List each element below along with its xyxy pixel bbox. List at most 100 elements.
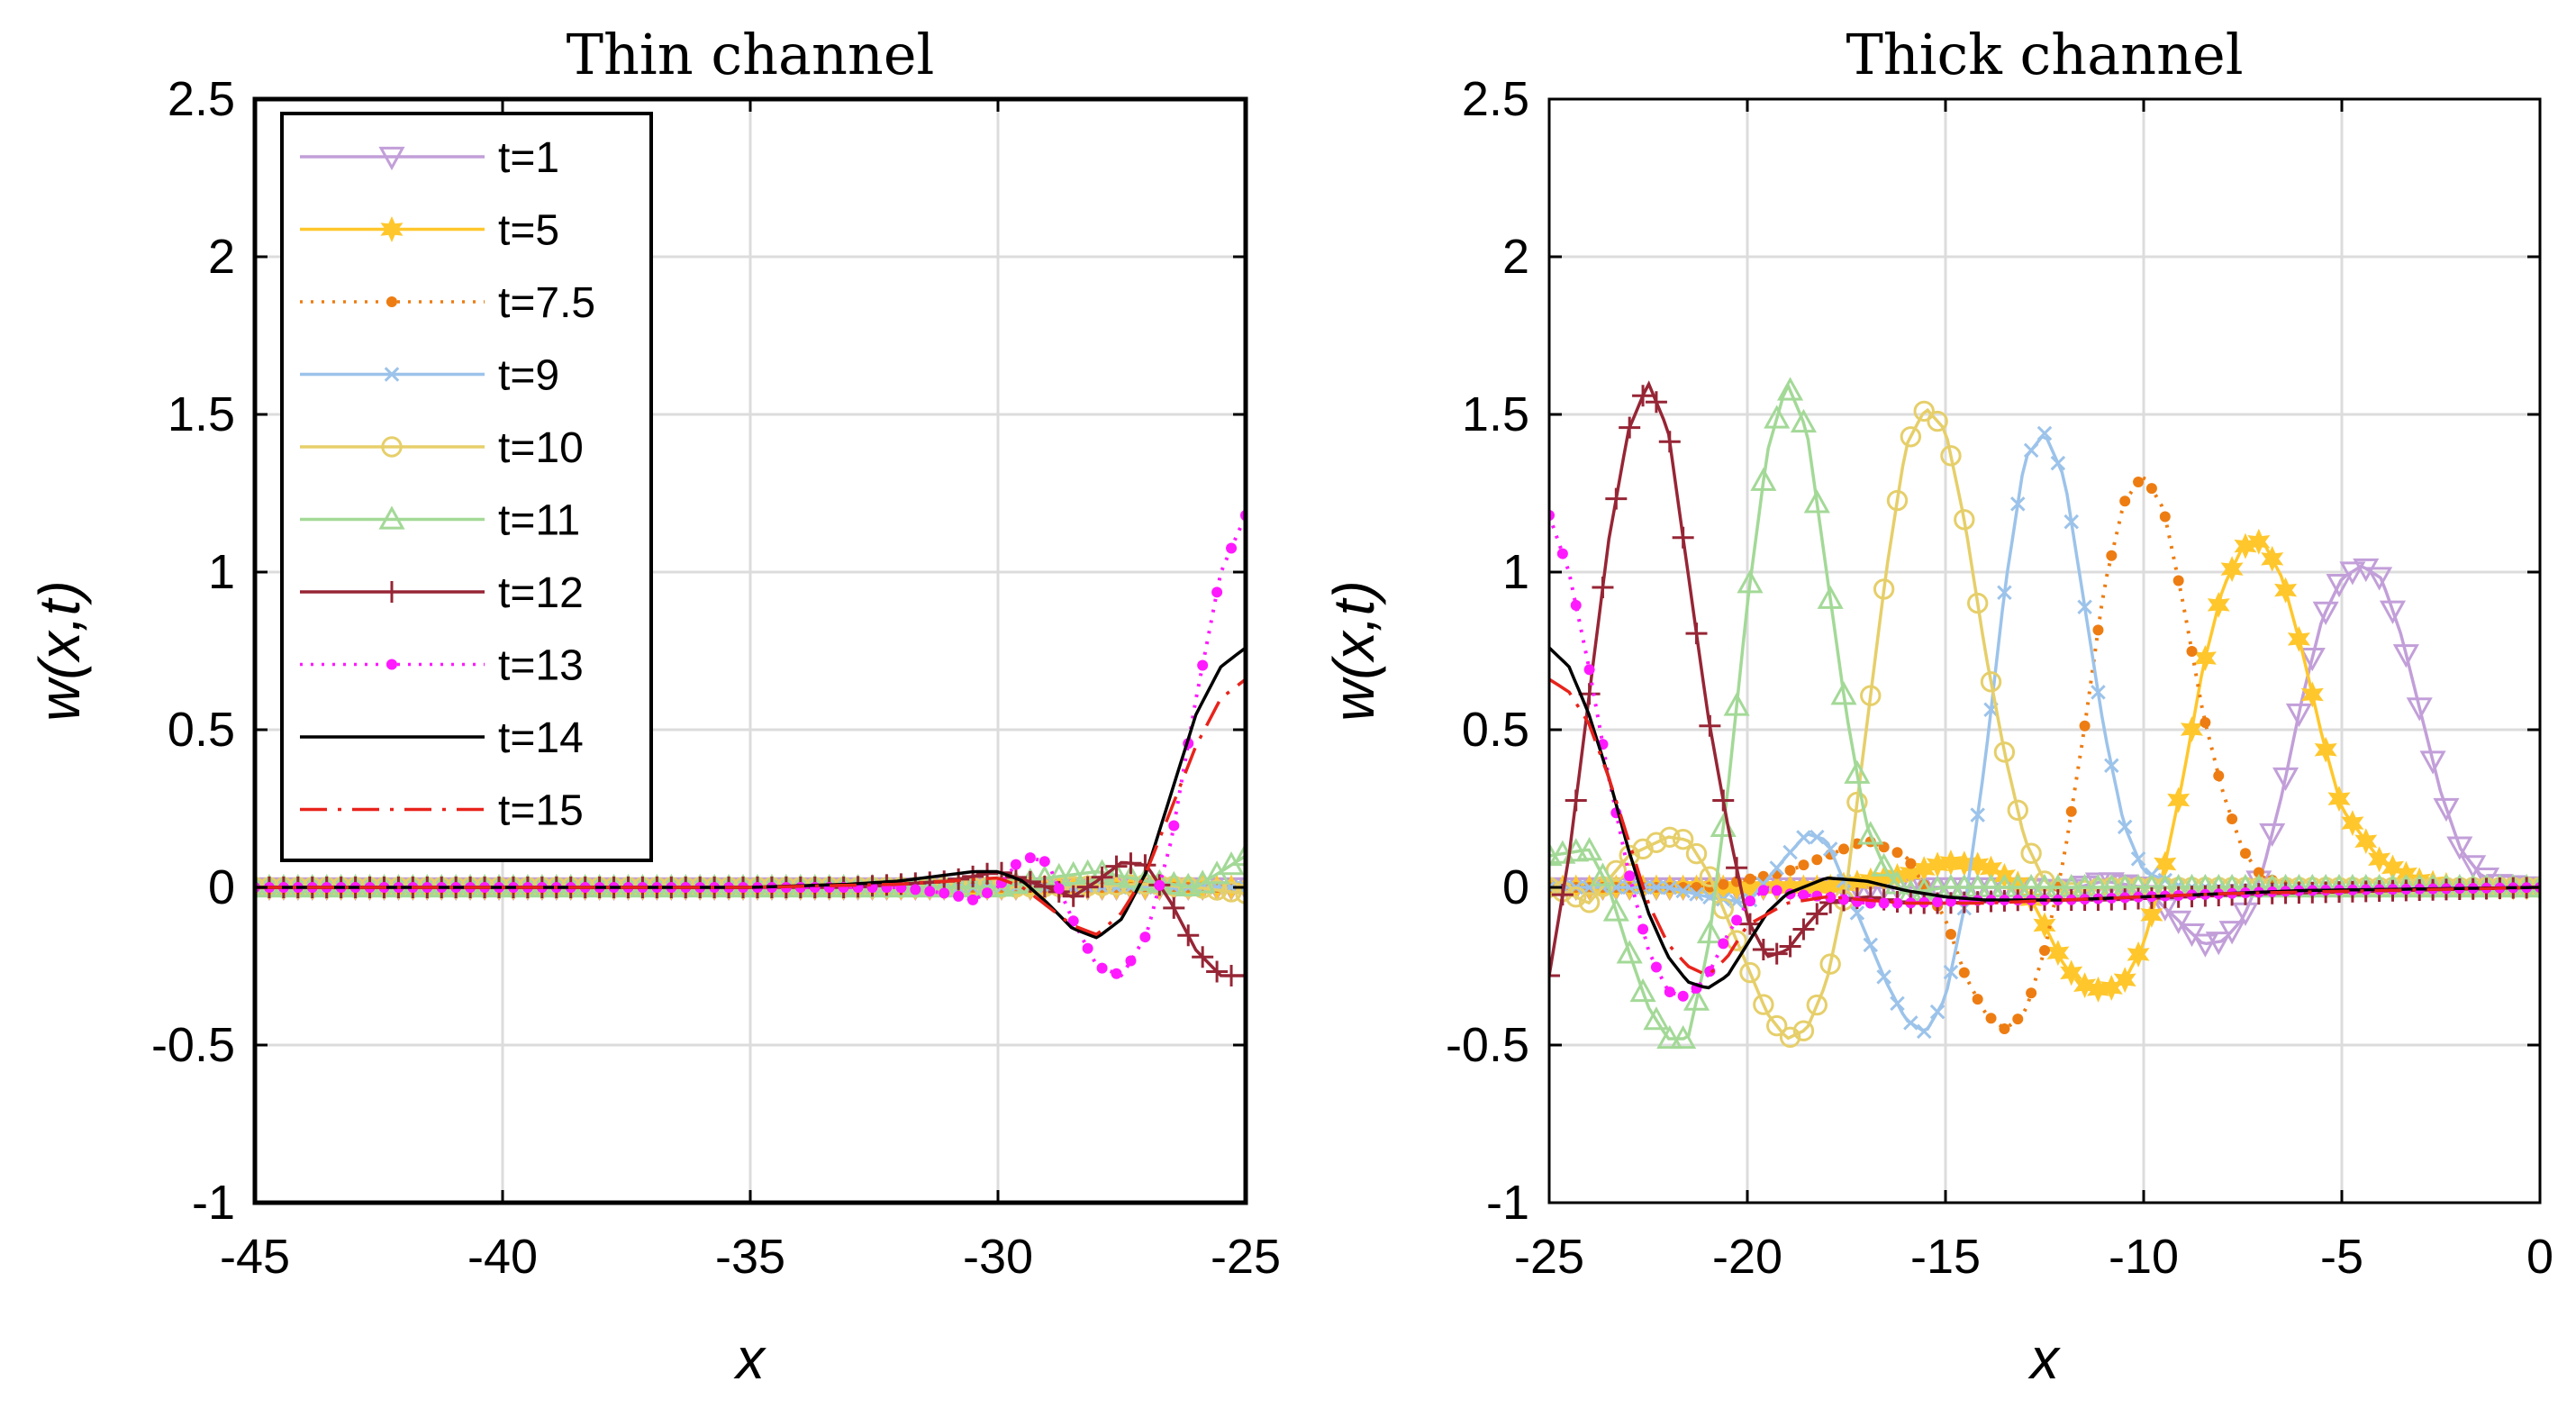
series-t-7-5-marker <box>2012 1014 2024 1025</box>
series-t-7-5-marker <box>1811 854 1823 866</box>
series-t-7-5-marker <box>2026 987 2037 999</box>
series-t-10-marker <box>1913 400 1935 423</box>
series-t-13-marker <box>1053 883 1065 895</box>
y-tick-label: 2.5 <box>1462 72 1529 126</box>
series-t-9-marker <box>1810 829 1825 845</box>
legend-t-13-label: t=13 <box>498 642 584 690</box>
series-t-13-marker <box>1718 938 1729 950</box>
x-tick-label: -15 <box>1910 1230 1981 1284</box>
series-t-10-marker <box>1220 881 1242 903</box>
x-tick-label: 0 <box>2526 1230 2553 1284</box>
series-t-7-5-marker <box>2253 867 2264 878</box>
series-t-7-5-marker <box>1784 865 1796 877</box>
y-tick-label: 1.5 <box>1462 387 1529 441</box>
series-t-9-marker <box>2104 758 2119 773</box>
series-t-1-marker <box>2446 836 2473 860</box>
series-t-13-marker <box>1039 856 1050 868</box>
series-t-12-marker <box>1549 965 1560 986</box>
series-t-5-marker <box>2167 786 2191 814</box>
series-t-9-marker <box>1675 883 1691 899</box>
series-t-7-5-marker <box>2186 645 2198 657</box>
axes-box <box>1547 97 2542 1204</box>
series-t-1-marker <box>2339 561 2366 586</box>
series-t-9-marker <box>1997 585 2012 600</box>
series-t-12-marker <box>1076 876 1099 898</box>
series-t-7-5-marker <box>1838 843 1850 855</box>
legend: t=1 t=5 t=7.5 t=9 t=10 t=11 t=12 t=13 t=14 t=15 <box>280 112 653 862</box>
series-t-12-marker <box>1685 623 1708 645</box>
series-group <box>255 510 1246 986</box>
series-t-1-marker <box>2326 574 2353 598</box>
series-t-1-marker <box>2205 932 2232 956</box>
series-t-9-marker <box>2077 599 2092 615</box>
series-t-7-5-marker <box>2200 716 2211 728</box>
x-tick-label: -10 <box>2109 1230 2179 1284</box>
series-t-13-marker <box>1757 885 1769 896</box>
series-t-9-marker <box>2036 425 2053 441</box>
series-t-12-marker <box>1712 789 1735 812</box>
series-t-12-marker <box>962 865 984 887</box>
legend-t-5-marker <box>380 216 404 242</box>
series-t-12-marker <box>1658 431 1681 453</box>
series-t-11-marker <box>1764 405 1791 429</box>
series-t-11-marker <box>1723 692 1750 716</box>
y-tick-label: 0 <box>208 860 235 914</box>
legend-t-12-marker <box>381 581 403 603</box>
series-t-11-marker <box>1830 681 1857 705</box>
series-t-5-marker <box>2261 545 2284 572</box>
series-t-12-marker <box>1551 884 1574 906</box>
series-t-12-marker <box>1062 885 1084 907</box>
series-t-5-marker <box>2060 959 2083 986</box>
y-tick-label: 1.5 <box>168 387 235 441</box>
series-t-10-marker <box>1753 994 1774 1015</box>
series-t-5-marker <box>2274 577 2298 604</box>
legend-box <box>280 112 653 862</box>
series-t-10-marker <box>1659 826 1681 848</box>
series-t-9-marker <box>1916 1023 1932 1040</box>
x-tick-label: -35 <box>715 1230 785 1284</box>
x-tick-label: -45 <box>220 1230 290 1284</box>
series-t-9-marker <box>1782 844 1798 860</box>
series-t-10-marker <box>1886 489 1909 512</box>
series-t-13-marker <box>1677 990 1689 1002</box>
series-t-5-marker <box>2033 912 2056 939</box>
chart-title: Thin channel <box>567 22 935 87</box>
series-t-7-5-marker <box>1945 929 1956 941</box>
series-t-9-marker <box>1769 860 1784 876</box>
series-t-13-marker <box>1154 879 1166 891</box>
legend-t-5-label: t=5 <box>498 207 559 255</box>
y-tick-label: 2 <box>1502 230 1529 284</box>
series-t-13-marker <box>1570 599 1582 611</box>
series-t-13-marker <box>953 890 965 902</box>
series-t-11-marker <box>1175 872 1202 896</box>
series-t-10-marker <box>1619 844 1640 867</box>
series-t-9-marker <box>1796 830 1811 845</box>
series-t-1-marker <box>2406 697 2433 722</box>
series-t-11-marker <box>1871 852 1898 877</box>
series-t-11-marker <box>1117 864 1145 888</box>
series-t-7-5-marker <box>2039 945 2050 956</box>
thick-channel-panel: -25 -20 -15 -10 -5 0 -1 -0.5 0 0.5 1 1.5 2 2.5 Thick c… <box>1321 22 2553 1391</box>
series-t-11-marker <box>1857 821 1884 845</box>
series-t-1-marker <box>2272 767 2299 792</box>
series-t-1-marker <box>2285 703 2312 728</box>
series-t-11-marker <box>1131 867 1158 891</box>
series-t-10-marker <box>1699 866 1721 887</box>
x-tick-label: -25 <box>1514 1230 1584 1284</box>
series-t-12-marker <box>1632 385 1655 407</box>
series-t-11-marker <box>1232 841 1246 867</box>
x-axis-label: x <box>733 1326 766 1391</box>
series-t-9-marker <box>1689 886 1704 902</box>
series-t-10-marker <box>1954 509 1975 531</box>
series-t-15-line <box>1549 677 2540 977</box>
series-t-13-marker <box>1139 932 1151 943</box>
series-t-11-marker <box>988 873 1015 897</box>
series-t-13-marker <box>1067 915 1079 927</box>
series-t-10-marker <box>1685 842 1708 865</box>
series-t-11-marker <box>1683 986 1710 1011</box>
x-tick-label: -5 <box>2320 1230 2363 1284</box>
series-t-13-marker <box>1211 586 1223 598</box>
series-t-1-marker <box>2165 910 2192 934</box>
series-t-5-marker <box>2354 828 2378 855</box>
legend-t-12-label: t=12 <box>498 569 584 617</box>
